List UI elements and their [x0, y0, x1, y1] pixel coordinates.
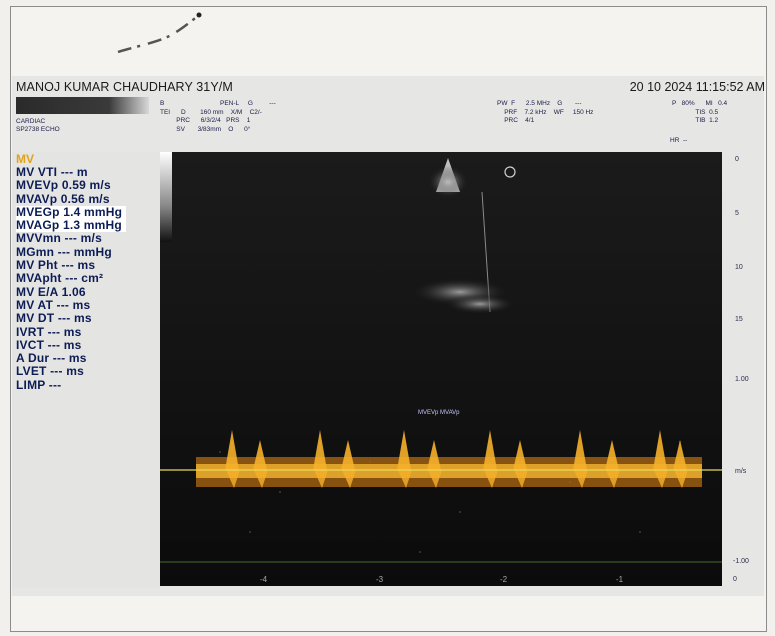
measurement-item: A Dur --- ms — [16, 351, 87, 366]
doppler-peak — [513, 440, 527, 470]
scale-tick: 1.00 — [735, 376, 749, 383]
measurement-item: MV VTI --- m — [16, 165, 88, 179]
department-label: CARDIAC — [16, 118, 46, 125]
scale-tick: 0 — [733, 576, 737, 583]
doppler-peak — [314, 470, 328, 488]
doppler-peak — [313, 430, 327, 470]
time-tick: -1 — [616, 575, 624, 584]
doppler-peak — [427, 440, 441, 470]
measurement-item: MV AT --- ms — [16, 297, 91, 312]
measurement-title: MV — [16, 152, 34, 166]
measurement-item: MVEGp 1.4 mmHg — [16, 205, 127, 220]
scale-tick: 5 — [735, 210, 739, 217]
valve-echo — [444, 294, 516, 314]
measurement-item: IVRT --- ms — [16, 324, 82, 339]
scale-tick: 0 — [735, 156, 739, 163]
doppler-peak — [606, 470, 620, 488]
measurement-item: MGmn --- mmHg — [16, 244, 112, 259]
depth-velocity-scale — [722, 152, 764, 586]
doppler-peak — [428, 470, 442, 488]
measurement-item: MV DT --- ms — [16, 311, 92, 326]
doppler-peak — [574, 470, 588, 488]
grayscale-bar — [160, 152, 172, 242]
scale-tick: -1.00 — [733, 558, 749, 565]
measurement-list: MV VTI --- m MVEVp 0.59 m/s MVAVp 0.56 m… — [16, 165, 127, 392]
ultrasound-graphic: MVEVp MVAVp -4 -3 -2 -1 — [160, 152, 722, 586]
doppler-peak — [253, 440, 267, 470]
doppler-peak — [573, 430, 587, 470]
probe-label: SP2738 ECHO — [16, 126, 60, 133]
doppler-peak — [483, 430, 497, 470]
doppler-peak — [654, 470, 668, 488]
doppler-params: PW F 2.5 MHz G --- PRF 7.2 kHz WF 150 Hz… — [497, 100, 594, 124]
measurement-item: LVET --- ms — [16, 364, 84, 379]
time-tick: -3 — [376, 575, 384, 584]
measurement-item: MVAGp 1.3 mmHg — [16, 218, 126, 233]
time-tick: -2 — [500, 575, 508, 584]
measurement-item: MV E/A 1.06 — [16, 284, 86, 299]
doppler-peak — [673, 440, 687, 470]
doppler-cursor-label: MVEVp MVAVp — [418, 410, 460, 416]
measurement-item: MV Pht --- ms — [16, 258, 96, 273]
exam-datetime: 20 10 2024 11:15:52 AM — [629, 80, 765, 94]
measurement-item: MVEVp 0.59 m/s — [16, 178, 111, 193]
doppler-peak — [226, 470, 240, 488]
doppler-spectrum — [196, 430, 702, 488]
orientation-marker — [504, 166, 516, 178]
doppler-peak — [225, 430, 239, 470]
doppler-peak — [254, 470, 268, 488]
velocity-unit: m/s — [735, 468, 747, 475]
heart-rate-label: HR -- — [670, 137, 688, 144]
imaging-params-left-top: PEN-L G --- — [220, 100, 276, 107]
time-tick: -4 — [260, 575, 268, 584]
doppler-peak — [342, 470, 356, 488]
pen-mark — [117, 12, 202, 54]
measurement-item: IVCT --- ms — [16, 337, 82, 352]
doppler-peak — [341, 440, 355, 470]
doppler-peak — [514, 470, 528, 488]
doppler-peak — [605, 440, 619, 470]
doppler-peak — [398, 470, 412, 488]
imaging-params-left: B TEI D 160 mm X/M C2/- PRC 6/3/2/4 PRS … — [160, 100, 262, 133]
sector-bright-region — [428, 166, 468, 198]
doppler-peak — [653, 430, 667, 470]
ultrasound-image: MVEVp MVAVp -4 -3 -2 -1 — [160, 152, 722, 586]
scale-tick: 15 — [735, 316, 743, 323]
scale-tick: 10 — [735, 264, 743, 271]
measurement-item: MVAVp 0.56 m/s — [16, 191, 110, 206]
output-params: P 80% MI 0.4 TIS 0.5 TIB 1.2 — [672, 100, 728, 124]
hospital-logo-bar — [16, 97, 149, 114]
measurement-item: MVApht --- cm² — [16, 271, 104, 286]
measurement-item: MVVmn --- m/s — [16, 231, 102, 246]
measurement-item: LIMP --- — [16, 377, 62, 392]
doppler-peak — [397, 430, 411, 470]
doppler-peak — [484, 470, 498, 488]
patient-name: MANOJ KUMAR CHAUDHARY 31Y/M — [16, 80, 233, 94]
doppler-peak — [674, 470, 688, 488]
